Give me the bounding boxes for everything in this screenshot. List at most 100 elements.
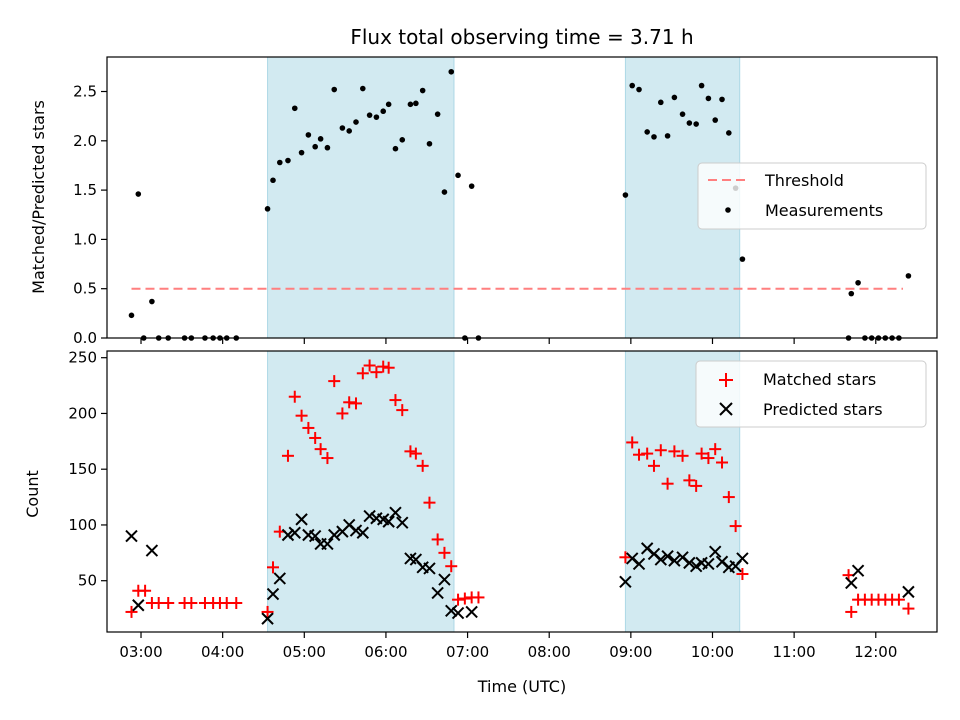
- y-tick-label: 0.0: [73, 329, 97, 347]
- y-tick-label: 200: [68, 404, 97, 422]
- legend-measurements-swatch: [725, 207, 731, 213]
- measurement-point: [346, 128, 352, 134]
- matched-point: [695, 447, 708, 460]
- matched-point: [452, 593, 465, 606]
- predicted-point: [308, 529, 322, 543]
- y-tick-label: 150: [68, 460, 97, 478]
- predicted-point: [125, 529, 138, 543]
- chart-title: Flux total observing time = 3.71 h: [350, 25, 693, 49]
- predicted-point: [654, 553, 667, 566]
- bottom-panel: 50 100 150 200 250 03:00 04:00 05:00 06:00 07:00…: [23, 349, 938, 696]
- predicted-point: [363, 509, 376, 523]
- matched-point: [902, 602, 915, 615]
- legend-predicted-label: Predicted stars: [763, 400, 883, 419]
- matched-point: [302, 421, 315, 434]
- predicted-point: [261, 612, 274, 625]
- top-y-axis: 0.0 0.5 1.0 1.5 2.0 2.5: [73, 83, 107, 347]
- matched-point: [288, 390, 301, 403]
- x-axis-label: Time (UTC): [477, 677, 566, 696]
- measurements-series: [128, 68, 912, 341]
- measurement-point: [468, 183, 475, 189]
- predicted-point: [295, 513, 308, 526]
- matched-point: [423, 496, 436, 509]
- matched-point: [321, 452, 334, 465]
- measurement-point: [686, 120, 693, 126]
- matched-point: [261, 605, 274, 618]
- matched-point: [716, 456, 729, 469]
- matched-point: [845, 605, 858, 618]
- x-tick-label: 03:00: [119, 643, 162, 661]
- predicted-point: [431, 586, 444, 600]
- measurement-point: [693, 121, 699, 127]
- predicted-point: [356, 526, 370, 539]
- predicted-point: [438, 573, 451, 586]
- matched-point: [336, 407, 349, 420]
- measurement-point: [399, 137, 406, 143]
- measurement-point: [671, 94, 678, 101]
- measurement-point: [317, 136, 324, 142]
- measurement-point: [664, 133, 671, 139]
- y-tick-label: 50: [78, 572, 97, 590]
- x-tick-label: 12:00: [854, 643, 897, 661]
- matched-point: [162, 597, 175, 610]
- predicted-point: [661, 549, 674, 563]
- matched-point: [416, 459, 429, 472]
- measurement-point: [135, 191, 142, 197]
- x-tick-label: 06:00: [364, 643, 407, 661]
- matched-point: [281, 449, 294, 462]
- measurement-point: [622, 192, 629, 198]
- predicted-point: [382, 515, 395, 528]
- bottom-y-axis: 50 100 150 200 250: [68, 349, 107, 590]
- predicted-point: [288, 526, 301, 539]
- matched-point: [185, 597, 198, 610]
- predicted-point: [851, 564, 865, 577]
- top-panel: 0.0 0.5 1.0 1.5 2.0 2.5 Matched/Predicted sta…: [29, 56, 938, 347]
- measurement-point: [848, 290, 855, 297]
- measurement-point: [739, 256, 746, 262]
- measurement-point: [270, 177, 276, 184]
- measurement-point: [128, 312, 135, 319]
- matched-point: [709, 443, 722, 456]
- matched-point: [654, 444, 667, 457]
- measurement-point: [905, 273, 912, 279]
- measurement-point: [277, 159, 283, 166]
- matched-point: [438, 546, 451, 559]
- measurement-point: [331, 86, 338, 93]
- predicted-point: [281, 528, 295, 542]
- measurement-point: [629, 82, 636, 89]
- matched-point: [619, 551, 632, 564]
- matched-point: [661, 477, 674, 490]
- measurement-point: [657, 99, 664, 106]
- predicted-point: [689, 560, 703, 573]
- measurement-point: [636, 86, 642, 93]
- matched-point: [139, 584, 152, 597]
- predicted-point: [845, 576, 858, 590]
- measurement-point: [149, 298, 155, 305]
- measurement-point: [312, 143, 318, 150]
- measurement-point: [441, 189, 448, 195]
- matched-point: [343, 396, 356, 409]
- matched-point: [404, 445, 417, 458]
- matched-point: [382, 361, 395, 374]
- bottom-x-axis: 03:00 04:00 05:00 06:00 07:00 08:00 09:00 10:00…: [119, 632, 897, 661]
- shaded-interval: [267, 56, 455, 339]
- y-tick-label: 1.5: [73, 181, 97, 199]
- x-tick-label: 05:00: [283, 643, 326, 661]
- predicted-point: [389, 506, 402, 519]
- y-tick-label: 1.0: [73, 230, 97, 248]
- predicted-point: [396, 516, 409, 529]
- matched-point: [633, 448, 646, 461]
- matched-point: [230, 597, 243, 610]
- measurement-point: [392, 145, 399, 152]
- measurement-point: [419, 87, 426, 94]
- top-shaded-intervals: [267, 56, 741, 339]
- measurement-point: [366, 112, 373, 118]
- bottom-y-axis-label: Count: [23, 470, 42, 518]
- predicted-point: [709, 545, 722, 558]
- predicted-stars-series: [125, 506, 915, 625]
- measurement-point: [373, 114, 380, 120]
- matched-point: [377, 360, 390, 373]
- matched-point: [431, 533, 444, 546]
- measurement-point: [448, 68, 455, 75]
